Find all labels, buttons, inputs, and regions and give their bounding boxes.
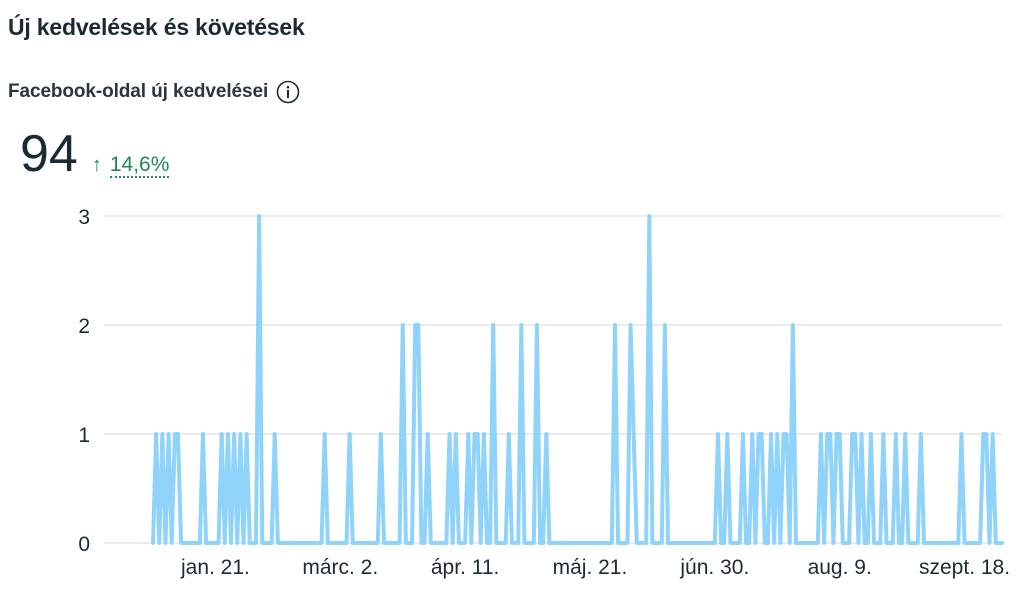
x-tick-label: márc. 2. <box>302 556 378 579</box>
x-tick-label: szept. 18. <box>919 556 1010 579</box>
kpi-change: ↑ 14,6% <box>91 153 170 179</box>
section-title: Új kedvelések és követések <box>8 14 305 40</box>
x-tick-label: jún. 30. <box>679 556 749 579</box>
series-line <box>151 214 1004 545</box>
y-tick-label: 3 <box>78 206 90 229</box>
x-tick-label: aug. 9. <box>808 556 872 579</box>
trend-up-arrow-icon: ↑ <box>91 154 102 176</box>
x-tick-label: ápr. 11. <box>431 556 500 579</box>
kpi-summary: 94 ↑ 14,6% <box>20 125 170 183</box>
y-tick-label: 0 <box>78 533 90 556</box>
kpi-value: 94 <box>20 125 78 183</box>
y-tick-label: 2 <box>78 315 90 338</box>
info-icon[interactable] <box>276 80 300 104</box>
x-tick-label: máj. 21. <box>553 556 628 579</box>
x-tick-label: jan. 21. <box>180 556 250 579</box>
metric-label: Facebook-oldal új kedvelései <box>8 81 269 102</box>
y-tick-label: 1 <box>78 424 90 447</box>
kpi-change-percent[interactable]: 14,6% <box>109 153 170 179</box>
metric-header: Facebook-oldal új kedvelései <box>8 80 300 104</box>
